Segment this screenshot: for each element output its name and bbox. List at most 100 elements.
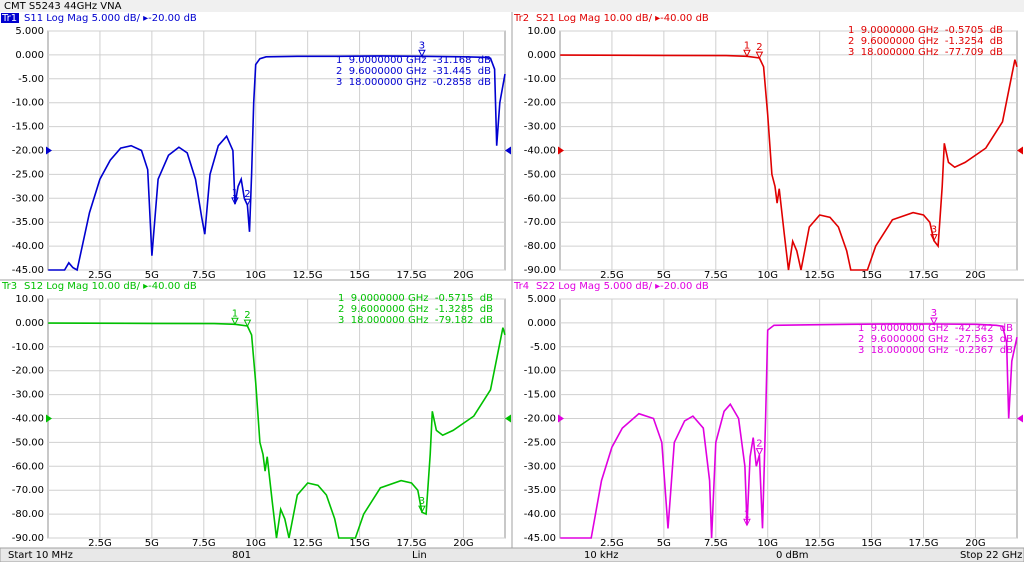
- marker-triangle: [930, 234, 938, 242]
- marker-id: 1: [744, 509, 750, 520]
- y-tick-label: -20.00: [12, 366, 44, 377]
- trace-label: Tr1: [1, 13, 17, 24]
- x-tick-label: 17.5G: [909, 270, 939, 281]
- marker-triangle: [243, 319, 252, 328]
- marker-id: 1: [232, 308, 238, 319]
- x-tick-label: 10G: [245, 270, 265, 281]
- x-tick-label: 2.5G: [600, 538, 624, 549]
- y-tick-label: -35.00: [524, 485, 556, 496]
- x-tick-label: 2.5G: [88, 270, 112, 281]
- y-tick-label: -30.00: [12, 390, 44, 401]
- y-tick-label: -50.00: [12, 437, 44, 448]
- y-tick-label: 0.000: [15, 50, 44, 61]
- x-tick-label: 15G: [861, 270, 881, 281]
- marker-readout: 1 9.0000000 GHz -0.5705 dB: [848, 25, 1003, 36]
- ref-arrow: [46, 414, 52, 423]
- y-tick-label: -30.00: [12, 193, 44, 204]
- y-tick-label: -40.00: [12, 241, 44, 252]
- marker-triangle: [418, 49, 426, 58]
- marker-readout: 3 18.000000 GHz -79.182 dB: [338, 315, 493, 326]
- x-tick-label: 20G: [453, 270, 473, 281]
- x-tick-label: 20G: [453, 538, 473, 549]
- y-tick-label: -70.00: [12, 485, 44, 496]
- y-tick-label: 0.000: [527, 50, 556, 61]
- x-tick-label: 17.5G: [397, 270, 427, 281]
- y-tick-label: 0.000: [15, 318, 44, 329]
- active-trace-box: [1, 13, 19, 23]
- title-bar: [0, 0, 1024, 12]
- x-tick-label: 5G: [145, 538, 159, 549]
- marker-triangle: [743, 49, 751, 58]
- ref-arrow: [505, 414, 511, 423]
- x-tick-label: 2.5G: [88, 538, 112, 549]
- marker-readout: 3 18.000000 GHz -77.709 dB: [848, 47, 1003, 58]
- y-tick-label: -90.00: [524, 265, 556, 276]
- x-tick-label: 5G: [657, 270, 671, 281]
- marker-readout: 2 9.6000000 GHz -31.445 dB: [336, 66, 491, 77]
- ref-arrow: [558, 146, 564, 155]
- marker-readout: 3 18.000000 GHz -0.2367 dB: [858, 345, 1013, 356]
- status-item: 801: [232, 550, 251, 561]
- y-tick-label: -10.00: [524, 366, 556, 377]
- marker-readout: 1 9.0000000 GHz -31.168 dB: [336, 55, 491, 66]
- x-tick-label: 12.5G: [805, 538, 835, 549]
- trace-line: [48, 322, 506, 539]
- y-tick-label: -80.00: [12, 509, 44, 520]
- marker-readout: 1 9.0000000 GHz -42.342 dB: [858, 323, 1013, 334]
- marker-triangle: [930, 317, 938, 326]
- ref-arrow: [558, 414, 564, 423]
- status-bar: [0, 547, 1024, 562]
- status-item: Stop 22 GHz: [960, 550, 1022, 561]
- y-tick-label: -15.00: [524, 390, 556, 401]
- y-tick-label: -10.00: [12, 342, 44, 353]
- y-tick-label: -30.00: [524, 461, 556, 472]
- x-tick-label: 5G: [657, 538, 671, 549]
- marker-id: 3: [419, 40, 425, 51]
- x-tick-label: 12.5G: [805, 270, 835, 281]
- y-tick-label: -40.00: [12, 414, 44, 425]
- y-tick-label: -30.00: [524, 122, 556, 133]
- x-tick-label: 20G: [965, 538, 985, 549]
- x-tick-label: 10G: [245, 538, 265, 549]
- y-tick-label: -90.00: [12, 533, 44, 544]
- trace-title: S22 Log Mag 5.000 dB/ ▸-20.00 dB: [536, 281, 709, 292]
- y-tick-label: -50.00: [524, 169, 556, 180]
- x-tick-label: 7.5G: [704, 270, 728, 281]
- marker-triangle: [231, 197, 239, 206]
- marker-readout: 2 9.6000000 GHz -1.3254 dB: [848, 36, 1003, 47]
- y-tick-label: -10.00: [524, 74, 556, 85]
- y-tick-label: -60.00: [524, 193, 556, 204]
- y-tick-label: 10.00: [527, 26, 556, 37]
- x-tick-label: 17.5G: [909, 538, 939, 549]
- trace-title: S21 Log Mag 10.00 dB/ ▸-40.00 dB: [536, 13, 709, 24]
- window-title: CMT S5243 44GHz VNA: [4, 1, 122, 12]
- marker-readout: 2 9.6000000 GHz -27.563 dB: [858, 334, 1013, 345]
- marker-triangle: [418, 505, 426, 514]
- x-tick-label: 12.5G: [293, 270, 323, 281]
- marker-id: 1: [232, 188, 238, 199]
- y-tick-label: 0.000: [527, 318, 556, 329]
- y-tick-label: 10.00: [15, 294, 44, 305]
- x-tick-label: 15G: [349, 270, 369, 281]
- marker-readout: 2 9.6000000 GHz -1.3285 dB: [338, 304, 493, 315]
- x-tick-label: 5G: [145, 270, 159, 281]
- marker-triangle: [743, 518, 751, 527]
- ref-arrow: [505, 146, 511, 155]
- y-tick-label: -25.00: [12, 169, 44, 180]
- marker-id: 2: [244, 189, 250, 200]
- y-tick-label: -70.00: [524, 217, 556, 228]
- ref-arrow: [1017, 414, 1023, 423]
- trace-title: S12 Log Mag 10.00 dB/ ▸-40.00 dB: [24, 281, 197, 292]
- x-tick-label: 7.5G: [192, 270, 216, 281]
- x-tick-label: 20G: [965, 270, 985, 281]
- y-tick-label: -15.00: [12, 122, 44, 133]
- y-tick-label: -20.00: [524, 98, 556, 109]
- y-tick-label: -60.00: [12, 461, 44, 472]
- trace-label: Tr4: [513, 281, 529, 292]
- marker-readout: 1 9.0000000 GHz -0.5715 dB: [338, 293, 493, 304]
- y-tick-label: -80.00: [524, 241, 556, 252]
- ref-arrow: [46, 146, 52, 155]
- status-item: 10 kHz: [584, 550, 618, 561]
- ref-arrow: [1017, 146, 1023, 155]
